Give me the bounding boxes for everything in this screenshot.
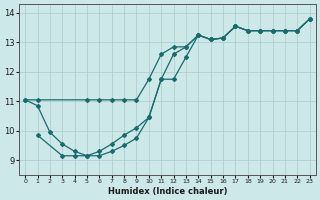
X-axis label: Humidex (Indice chaleur): Humidex (Indice chaleur) [108,187,227,196]
